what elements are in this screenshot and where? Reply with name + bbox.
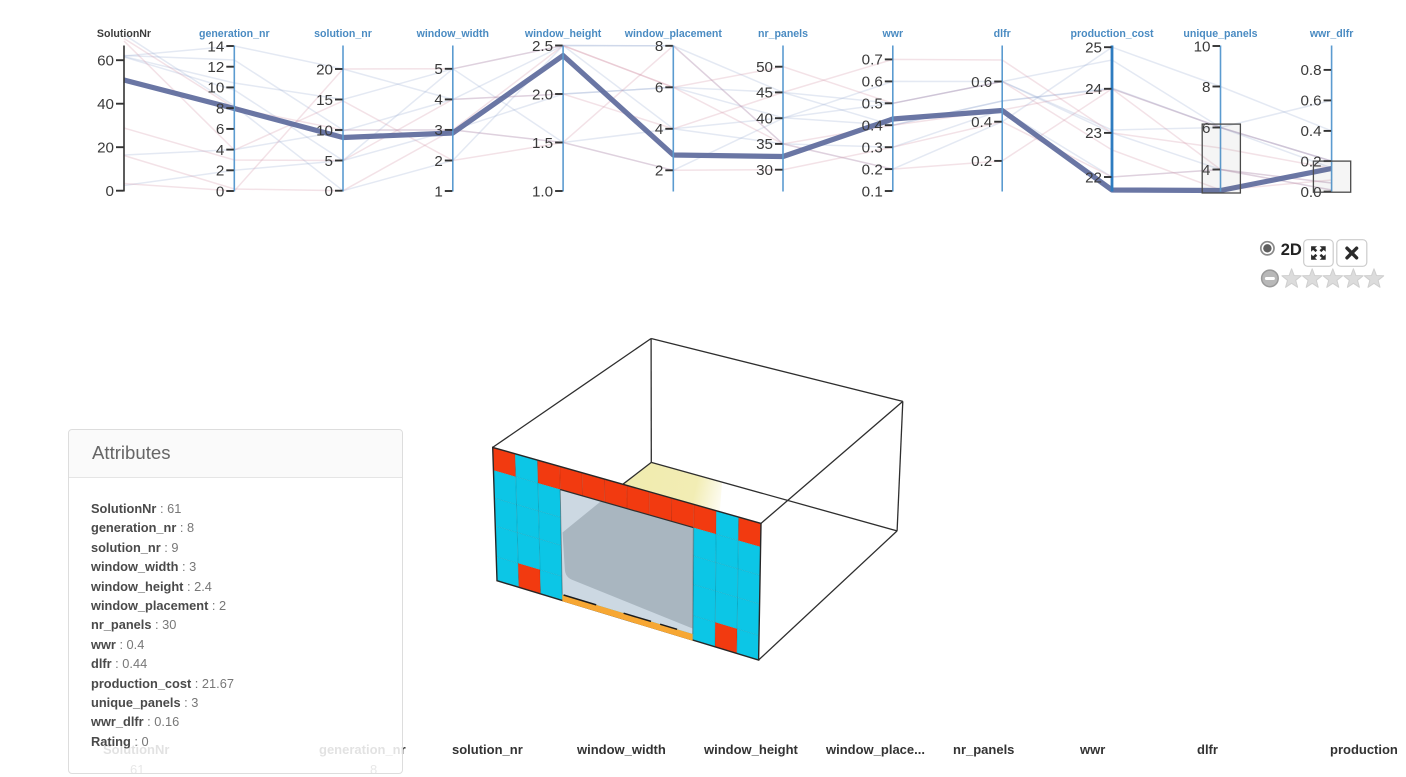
- svg-text:2D: 2D: [1281, 241, 1302, 259]
